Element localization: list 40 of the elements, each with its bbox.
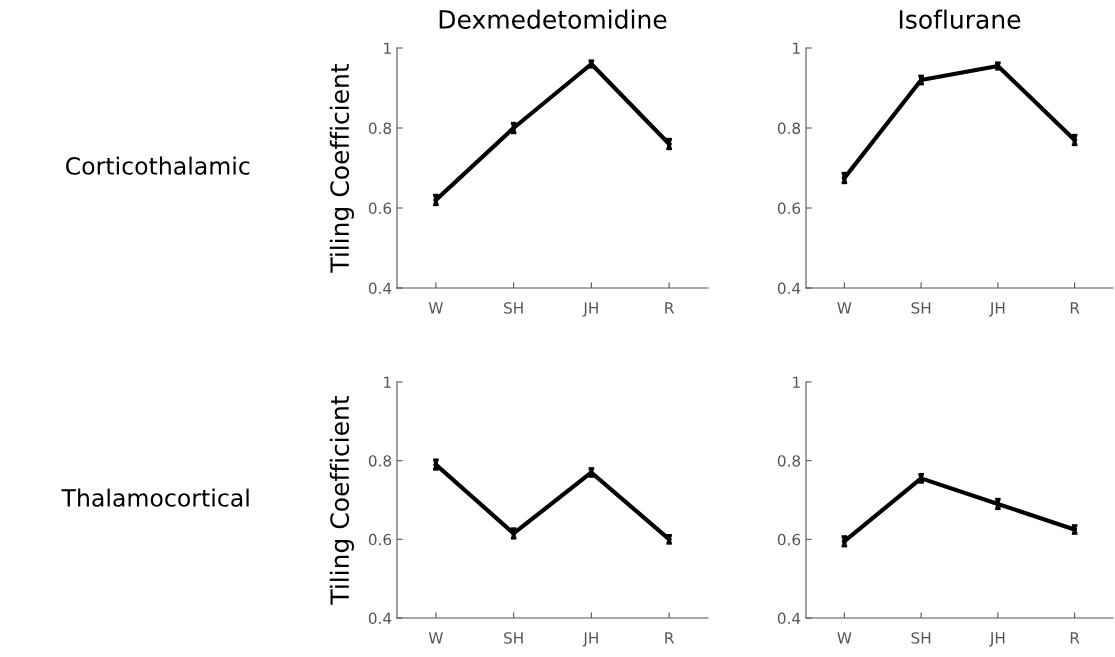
y-tick-label: 0.8 [368, 122, 392, 135]
x-tick-label: R [665, 632, 674, 644]
y-axis-title: Tiling Coefficient [329, 63, 354, 273]
x-tick-label: JH [582, 302, 598, 317]
x-tick-label: SH [911, 632, 931, 644]
y-tick-label: 1 [793, 42, 800, 54]
y-tick-label: 0.6 [368, 202, 392, 215]
x-tick-label: W [428, 632, 443, 644]
x-tick-label: JH [582, 632, 598, 647]
text: Thalamocortical [61, 488, 249, 507]
x-tick-label: W [837, 632, 852, 644]
chart-title: Isoflurane [899, 9, 1021, 29]
y-tick-label: 0.6 [777, 202, 801, 215]
y-axis-title: Tiling Coefficient [329, 395, 354, 605]
x-tick-label: SH [504, 302, 523, 314]
x-tick-label: W [428, 302, 443, 314]
text: Corticothalamic [66, 156, 250, 175]
x-tick-label: R [1070, 302, 1080, 314]
y-tick-label: 0.4 [777, 612, 801, 625]
x-tick-label: JH [989, 302, 1005, 317]
x-tick-label: W [837, 302, 852, 314]
x-tick-label: JH [989, 632, 1005, 647]
line-series [433, 61, 672, 203]
y-tick-label: 1 [793, 376, 800, 388]
x-tick-label: SH [911, 302, 931, 314]
chart-title: Dexmedetomidine [439, 9, 667, 29]
y-tick-label: 0.4 [368, 612, 392, 625]
y-tick-label: 0.6 [777, 533, 801, 546]
line-series [433, 462, 672, 542]
y-tick-label: 0.8 [777, 122, 801, 135]
x-tick-label: R [665, 302, 674, 314]
y-tick-label: 0.8 [368, 455, 392, 467]
y-tick-label: 0.4 [777, 282, 801, 295]
y-tick-label: 1 [384, 376, 391, 388]
x-tick-label: R [1070, 632, 1080, 644]
y-tick-label: 0.8 [777, 455, 801, 467]
y-tick-label: 0.6 [368, 533, 392, 546]
y-tick-label: 1 [384, 42, 391, 54]
x-tick-label: SH [504, 632, 523, 644]
y-tick-label: 0.4 [368, 282, 392, 295]
